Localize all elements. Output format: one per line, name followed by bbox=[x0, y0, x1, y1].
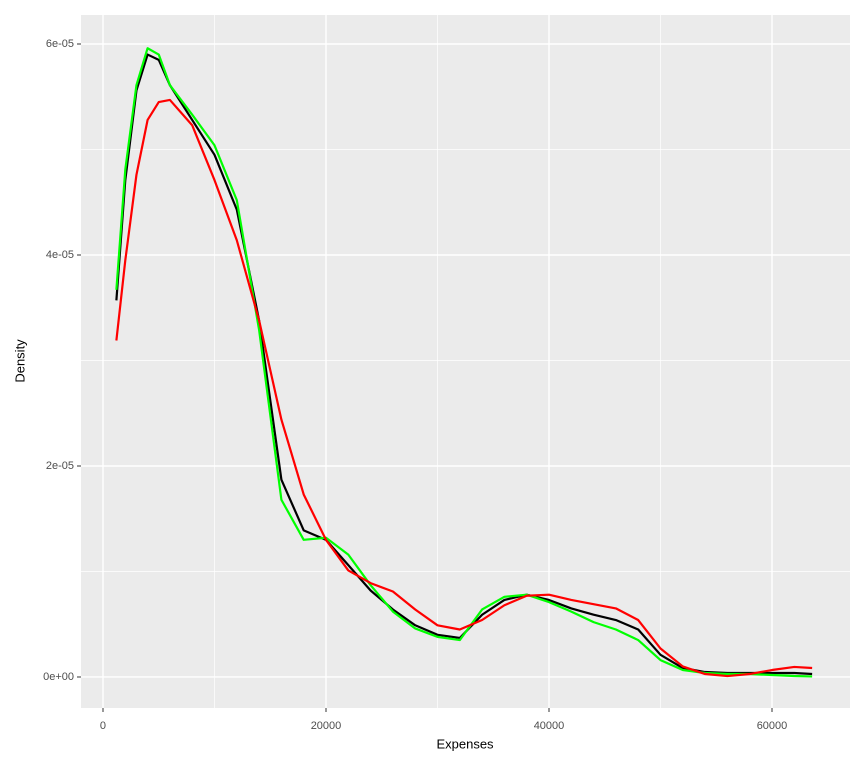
density-line bbox=[115, 98, 813, 678]
x-tick-label: 60000 bbox=[757, 720, 788, 732]
x-tick-label: 40000 bbox=[534, 720, 565, 732]
y-tick-label: 0e+00 bbox=[43, 671, 74, 683]
x-tick-label: 20000 bbox=[311, 720, 342, 732]
y-tick-label: 4e-05 bbox=[46, 249, 74, 261]
y-tick-label: 6e-05 bbox=[46, 38, 74, 50]
y-axis-title: Density bbox=[12, 339, 27, 383]
x-axis-title: Expenses bbox=[436, 736, 494, 751]
y-tick-label: 2e-05 bbox=[46, 460, 74, 472]
panel bbox=[81, 15, 850, 708]
x-tick-label: 0 bbox=[100, 720, 106, 732]
density-line bbox=[115, 47, 813, 678]
